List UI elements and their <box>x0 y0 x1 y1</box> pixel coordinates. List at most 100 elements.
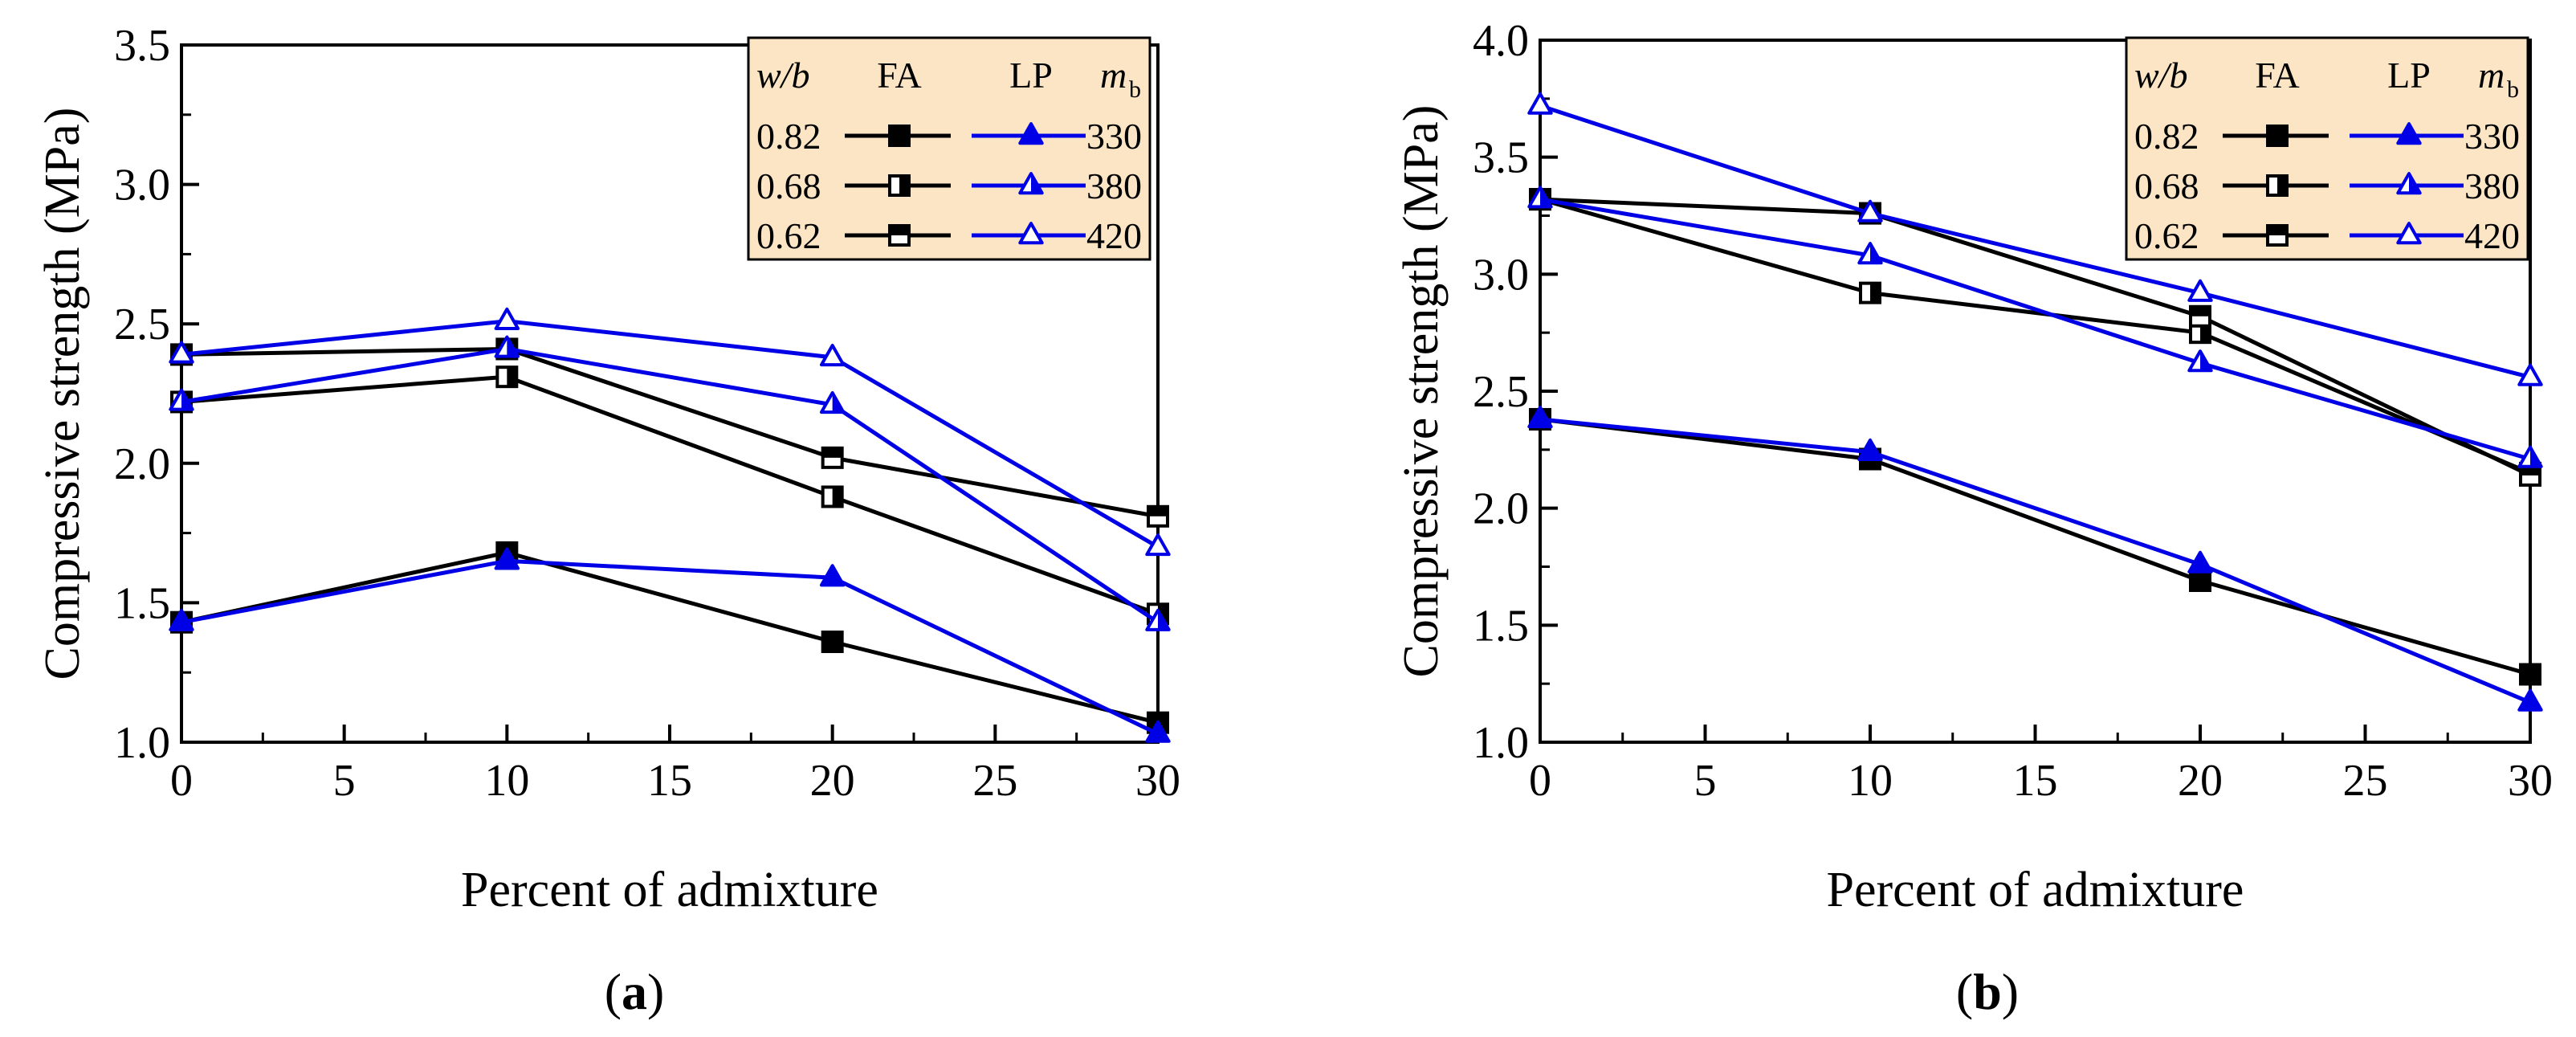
legend: w/b FA LP m b 0.82 330 0.68 380 0.62 420 <box>2125 36 2529 261</box>
x-axis: 0 5 10 15 20 25 30 <box>170 725 1180 806</box>
legend-header-mb: m <box>1100 55 1127 96</box>
plot-area: 0 5 10 15 20 25 30 1.0 1.5 2.0 2.5 3.0 3.5 Percent of… <box>35 21 1180 917</box>
legend-box <box>747 36 1151 261</box>
series-lp-half <box>169 335 1171 631</box>
series-lp-half <box>1527 186 2543 468</box>
y-tick-label: 2.5 <box>114 300 170 349</box>
legend-fa-marker <box>888 174 911 197</box>
legend-header-mb-sub: b <box>2507 76 2519 103</box>
data-point <box>821 631 844 654</box>
data-point <box>1527 92 1553 115</box>
legend-row-wb: 0.68 <box>756 165 821 206</box>
x-tick-label: 5 <box>1694 756 1717 806</box>
data-point <box>2519 463 2541 487</box>
data-point <box>2517 445 2543 468</box>
legend-header-lp: LP <box>2387 55 2431 96</box>
data-point <box>494 307 520 330</box>
legend-header-wb: w/b <box>756 55 809 96</box>
data-point <box>819 391 846 414</box>
data-point <box>494 547 520 570</box>
y-axis: 1.0 1.5 2.0 2.5 3.0 3.5 4.0 <box>1473 16 1558 768</box>
series-line <box>1539 197 2531 476</box>
series-line <box>1539 197 2531 461</box>
legend-lp-marker <box>1018 122 1044 145</box>
legend-row-mb: 330 <box>2464 116 2520 157</box>
plot-area: 0 5 10 15 20 25 30 1.0 1.5 2.0 2.5 3.0 3.5 4.0 Percent… <box>1394 16 2553 917</box>
x-tick-label: 5 <box>333 756 356 806</box>
x-tick-label: 15 <box>647 756 692 806</box>
series-fa-filled <box>170 541 1169 734</box>
y-tick-label: 1.5 <box>114 578 170 628</box>
series-fa-top-half <box>170 337 1169 528</box>
x-tick-label: 10 <box>484 756 529 806</box>
legend-row-wb: 0.82 <box>756 116 821 157</box>
legend: w/b FA LP m b 0.82 330 0.68 380 0.62 420 <box>747 36 1151 261</box>
y-tick-label: 1.0 <box>1473 718 1529 768</box>
y-tick-label: 3.0 <box>114 161 170 210</box>
x-tick-label: 25 <box>2343 756 2388 806</box>
legend-lp-marker <box>2396 122 2422 145</box>
data-point <box>494 335 520 358</box>
legend-lp-marker <box>1018 222 1044 245</box>
series-line <box>1539 417 2531 704</box>
data-point <box>2189 569 2211 592</box>
data-point <box>1145 608 1171 631</box>
data-point <box>1857 199 1883 223</box>
x-tick-label: 20 <box>810 756 855 806</box>
series-lp-open <box>169 307 1171 557</box>
legend-row-mb: 330 <box>1086 116 1142 157</box>
data-point <box>1147 504 1169 528</box>
legend-row-wb: 0.62 <box>2134 215 2199 256</box>
y-tick-label: 2.5 <box>1473 367 1529 417</box>
legend-box <box>2125 36 2529 261</box>
y-tick-label: 1.0 <box>114 718 170 768</box>
x-tick-label: 30 <box>2508 756 2553 806</box>
y-tick-label: 1.5 <box>1473 601 1529 651</box>
data-point <box>169 341 194 364</box>
data-point <box>169 388 194 411</box>
series-line <box>181 558 1160 736</box>
legend-row-wb: 0.62 <box>756 215 821 256</box>
data-point <box>819 343 846 367</box>
y-tick-label: 4.0 <box>1473 16 1529 66</box>
x-tick-label: 15 <box>2013 756 2058 806</box>
legend-lp-marker <box>2396 172 2422 195</box>
series-line <box>1539 197 2532 478</box>
x-tick-label: 20 <box>2178 756 2223 806</box>
x-axis-label: Percent of admixture <box>1827 863 2244 917</box>
series-line <box>181 374 1159 616</box>
series-line <box>181 319 1160 549</box>
panel-b: 0 5 10 15 20 25 30 1.0 1.5 2.0 2.5 3.0 3.5 4.0 Percent… <box>1394 16 2553 1020</box>
data-point <box>1857 242 1883 265</box>
legend-header-mb: m <box>2478 55 2505 96</box>
data-point <box>1857 438 1883 461</box>
x-tick-label: 0 <box>1529 756 1551 806</box>
legend-row-wb: 0.68 <box>2134 165 2199 206</box>
data-point <box>1527 186 1553 209</box>
legend-header-mb-sub: b <box>1129 76 1141 103</box>
y-tick-label: 3.0 <box>1473 250 1529 300</box>
data-point <box>1145 720 1171 743</box>
series-line <box>1539 417 2531 676</box>
legend-row-mb: 380 <box>1086 165 1142 206</box>
y-axis: 1.0 1.5 2.0 2.5 3.0 3.5 <box>114 21 199 768</box>
y-tick-label: 3.5 <box>114 21 170 71</box>
series-lp-open <box>1527 92 2543 386</box>
legend-fa-marker <box>2266 224 2289 247</box>
x-tick-label: 25 <box>972 756 1017 806</box>
y-tick-label: 2.0 <box>114 439 170 489</box>
data-point <box>2189 304 2211 328</box>
legend-row-mb: 420 <box>2464 215 2520 256</box>
y-tick-label: 3.5 <box>1473 133 1529 183</box>
data-point <box>1859 281 1881 304</box>
legend-row-mb: 380 <box>2464 165 2520 206</box>
x-tick-label: 10 <box>1848 756 1893 806</box>
series-lp-filled <box>169 547 1171 743</box>
legend-row-wb: 0.82 <box>2134 116 2199 157</box>
data-point <box>1145 533 1171 557</box>
panel-a: 0 5 10 15 20 25 30 1.0 1.5 2.0 2.5 3.0 3.5 Percent of… <box>35 21 1180 1020</box>
data-point <box>821 446 844 469</box>
legend-header-wb: w/b <box>2134 55 2187 96</box>
data-point <box>821 485 844 508</box>
